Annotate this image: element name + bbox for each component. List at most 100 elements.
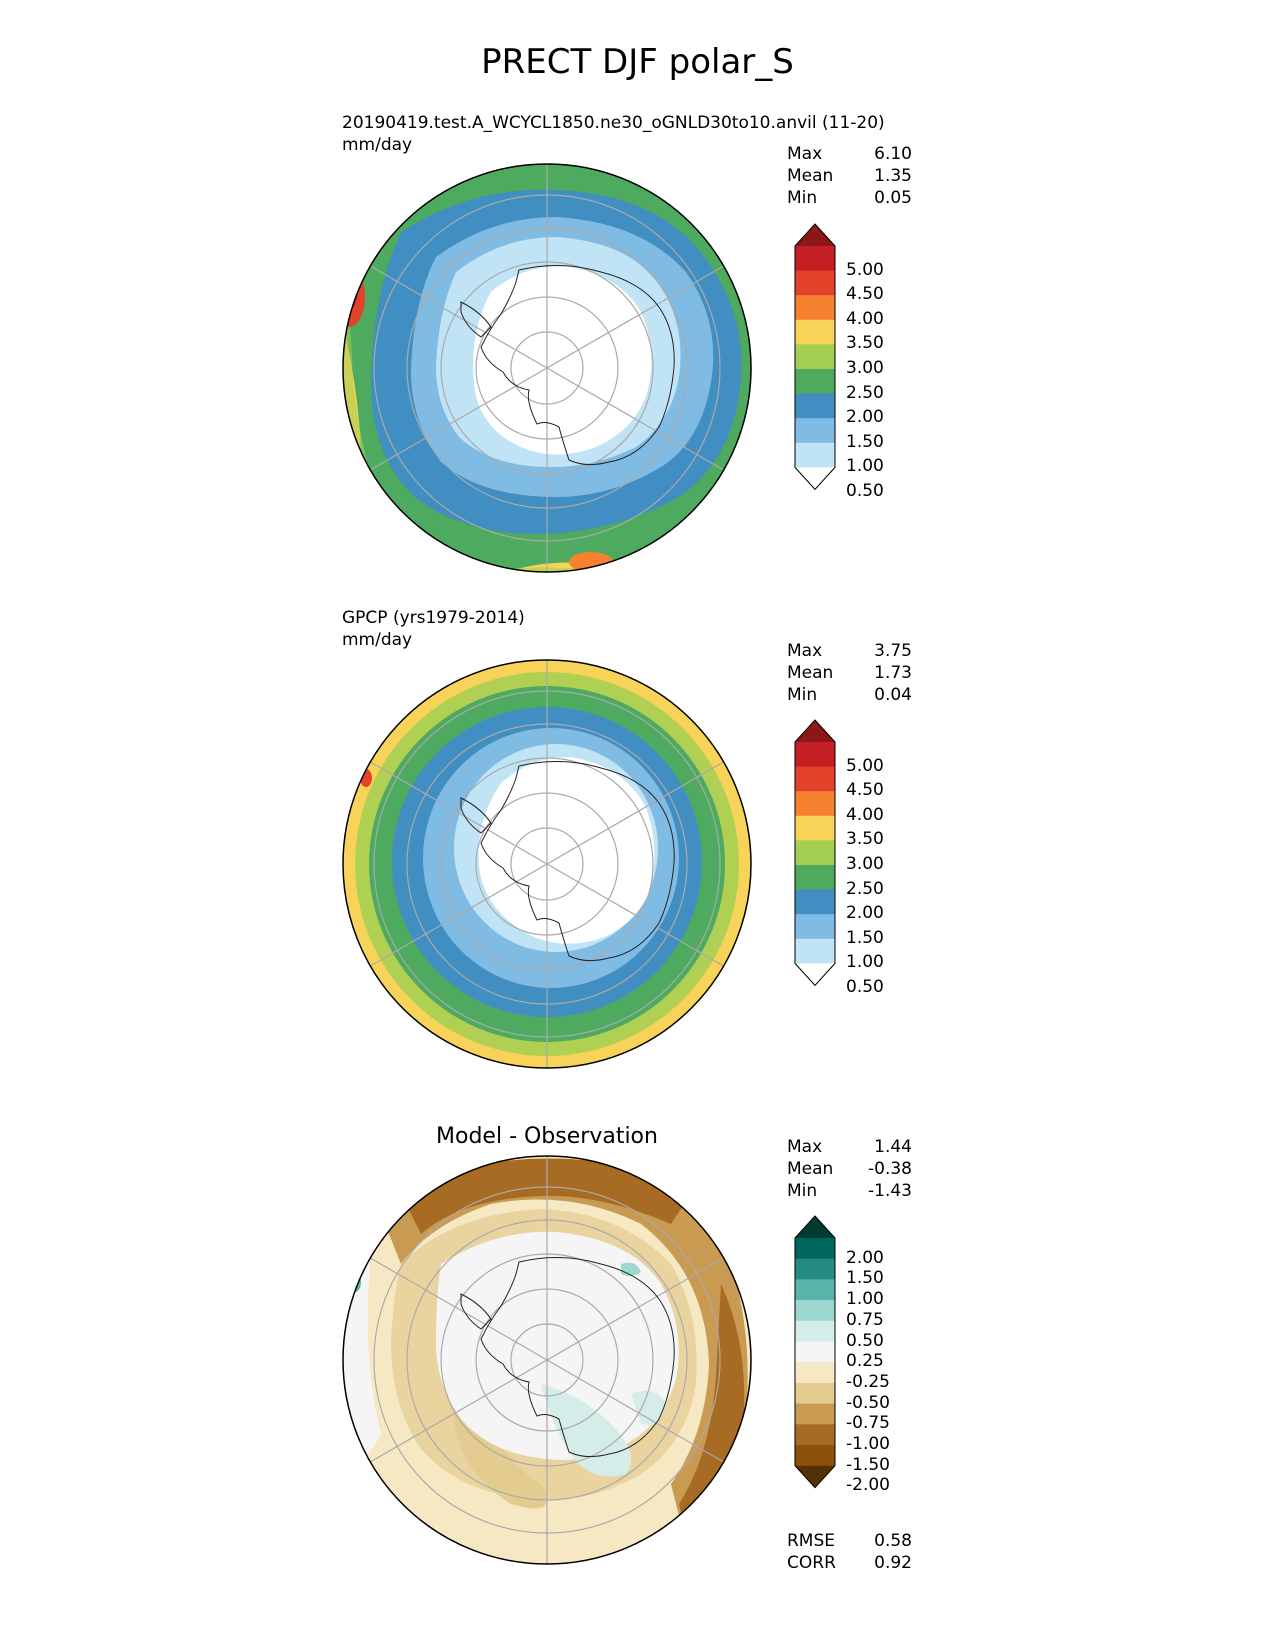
obs-stat-min: Min 0.04 [787,685,912,705]
diff-title: Model - Observation [436,1124,658,1149]
colorbar-tick-label: 2.00 [846,1247,884,1268]
colorbar-cell [795,1382,835,1405]
diff-stat-min: Min -1.43 [787,1181,912,1201]
diff-stats: Max 1.44 Mean -0.38 Min -1.43 [787,1136,912,1202]
colorbar-tick-label: 2.00 [846,407,884,428]
colorbar-extend-bottom [795,963,835,986]
colorbar-tick-label: 3.50 [846,829,884,850]
colorbar-cell [795,1258,835,1280]
colorbar-tick-label: 1.00 [846,456,884,477]
colorbar-cell [795,1424,835,1446]
colorbar-extend-top [795,223,835,246]
colorbar-tick-label: 3.00 [846,854,884,874]
obs-stat-mean: Mean 1.73 [787,663,912,683]
colorbar-tick-label: 0.75 [846,1309,884,1330]
colorbar-cell [795,1300,835,1322]
colorbar-tick-label: 0.50 [846,481,884,501]
colorbar-outline [794,223,836,491]
colorbar-cell [795,938,835,964]
antarctica-coastline [460,265,675,466]
colorbar-cell [795,815,835,841]
model-polar-map [342,163,752,573]
diff-stat-mean: Mean -0.38 [787,1159,912,1179]
colorbar-cell [795,914,835,940]
colorbar-cell [795,295,835,321]
colorbar-cell [795,766,835,792]
colorbar-cell [795,791,835,817]
colorbar-tick-label: 2.50 [846,878,884,899]
obs-subtitle: GPCP (yrs1979-2014) mm/day [342,607,525,651]
colorbar-cell [795,1403,835,1425]
colorbar-extend-top [795,1215,835,1238]
colorbar-tick-label: 2.50 [846,382,884,403]
colorbar-tick-label: 4.50 [846,284,884,305]
colorbar-cell [795,1362,835,1384]
obs-stat-max: Max 3.75 [787,641,912,661]
diff-map-boundary [342,1155,752,1565]
model-units: mm/day [342,135,413,155]
obs-polar-map [342,659,752,1069]
colorbar-cell [795,864,835,891]
colorbar-cell [795,840,835,866]
diff-colorbar [794,1215,836,1489]
colorbar-cell [795,344,835,370]
antarctica-coastline [460,1257,675,1458]
model-map-boundary [342,163,752,573]
colorbar-cell [795,418,835,444]
colorbar-tick-label: 5.00 [846,755,884,776]
colorbar-cell [795,319,835,345]
colorbar-tick-label: -1.50 [846,1454,890,1475]
obs-map-boundary [342,659,752,1069]
diff-polar-map [342,1155,752,1565]
model-stat-max: Max 6.10 [787,144,912,164]
colorbar-tick-label: 4.00 [846,804,884,825]
colorbar-cell [795,1320,835,1342]
graticule [370,164,724,572]
band-neg0.25-0.25 [436,1231,679,1460]
diff-metric-rmse: RMSE 0.58 [787,1531,912,1551]
colorbar-cell [795,889,835,915]
colorbar-cell [795,442,835,468]
colorbar-tick-label: 1.50 [846,1268,884,1289]
colorbar-cell [795,368,835,395]
model-case-name: 20190419.test.A_WCYCL1850.ne30_oGNLD30to… [342,113,885,133]
colorbar-tick-label: 0.50 [846,977,884,997]
colorbar-tick-label: -0.25 [846,1371,890,1392]
model-stat-min: Min 0.05 [787,188,912,208]
colorbar-tick-label: 1.50 [846,431,884,452]
graticule [370,1156,724,1564]
colorbar-tick-label: 4.50 [846,780,884,801]
diff-stat-max: Max 1.44 [787,1137,912,1157]
colorbar-cell [795,1444,835,1467]
diff-metric-corr: CORR 0.92 [787,1553,912,1573]
figure-title: PRECT DJF polar_S [481,42,794,82]
colorbar-cell [795,1341,835,1363]
colorbar-tick-label: 2.00 [846,903,884,924]
colorbar-extend-top [795,719,835,742]
colorbar-outline [794,719,836,987]
colorbar-cell [795,1237,835,1260]
colorbar-tick-label: 1.00 [846,952,884,973]
colorbar-tick-label: 3.50 [846,333,884,354]
colorbar-tick-label: 1.50 [846,927,884,948]
antarctica-coastline [460,761,675,962]
model-stat-mean: Mean 1.35 [787,166,912,186]
colorbar-tick-label: 4.00 [846,308,884,329]
obs-colorbar [794,719,836,987]
model-colorbar [794,223,836,491]
colorbar-tick-label: 0.50 [846,1330,884,1351]
colorbar-tick-label: -1.00 [846,1434,890,1454]
colorbar-cell [795,393,835,419]
colorbar-extend-bottom [795,467,835,490]
graticule [370,660,724,1068]
colorbar-cell [795,245,835,272]
colorbar-cell [795,270,835,296]
colorbar-cell [795,741,835,768]
band-below-0.5 [473,266,652,455]
obs-stats: Max 3.75 Mean 1.73 Min 0.04 [787,640,912,706]
colorbar-outline [794,1215,836,1489]
band-0.25-0.5 [541,1384,631,1477]
obs-dataset-name: GPCP (yrs1979-2014) [342,608,525,628]
model-subtitle: 20190419.test.A_WCYCL1850.ne30_oGNLD30to… [342,112,885,156]
colorbar-tick-label: -0.50 [846,1392,890,1413]
